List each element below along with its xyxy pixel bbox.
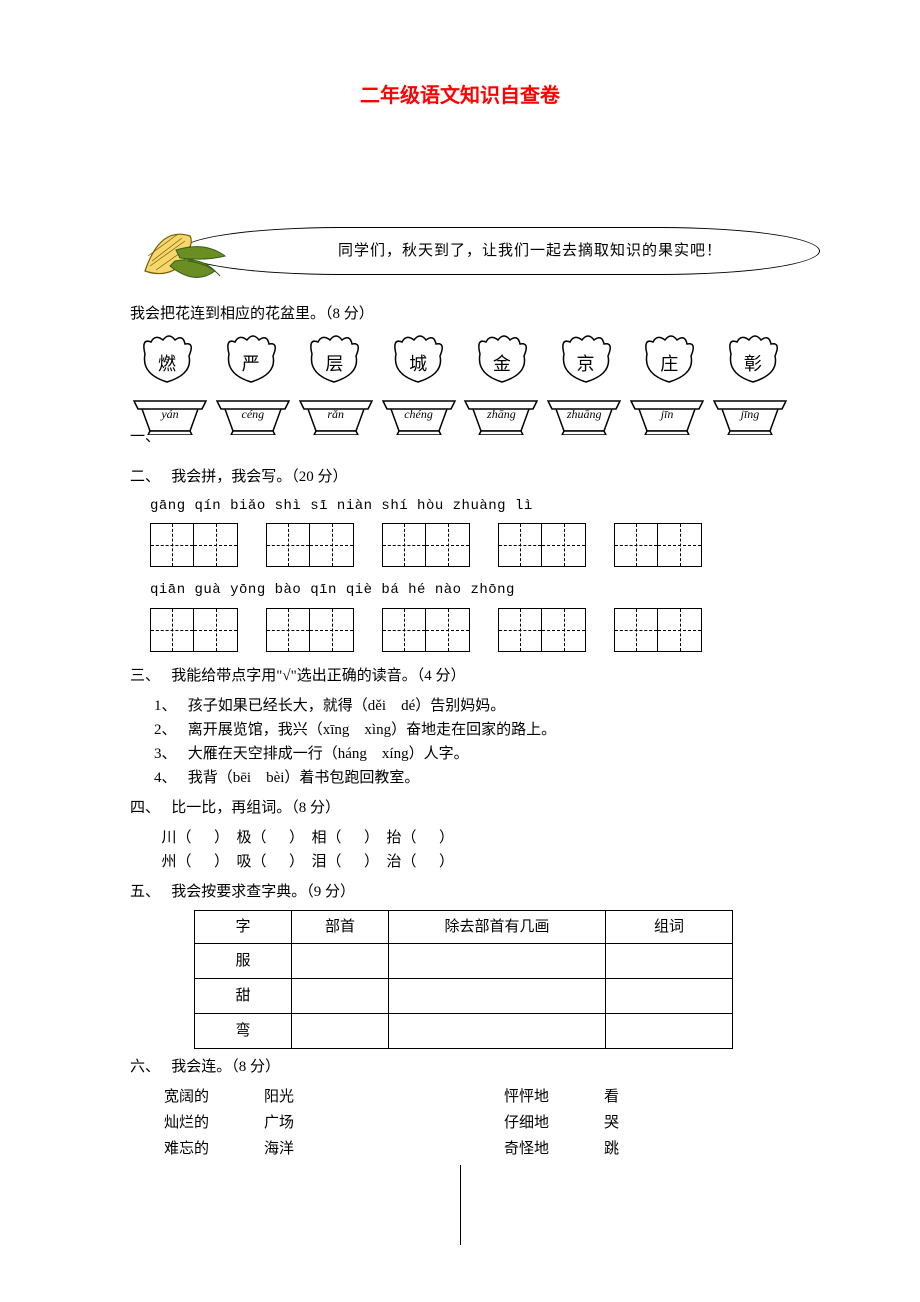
writing-box [498,608,542,652]
flower-char: 彰 [718,350,788,379]
writing-box [382,523,426,567]
flower-char: 层 [299,350,369,379]
table-row: 弯 [195,1013,733,1048]
q6-word: 灿烂的 [164,1111,264,1135]
flower-char: 燃 [132,350,202,379]
writing-box [150,608,194,652]
cell-empty [389,978,606,1013]
writing-box [614,523,658,567]
cell-char: 甜 [195,978,292,1013]
cell-empty [606,1013,733,1048]
q2-boxes-2 [150,608,790,652]
pot-pinyin: zhāng [463,405,539,424]
writing-box [426,608,470,652]
q4-row: 川（ ） 极（ ） 相（ ） 抬（ ） [154,826,790,850]
pot-pinyin: chéng [381,405,457,424]
col-word: 组词 [606,910,733,943]
writing-box [266,608,310,652]
q2-heading: 二、 我会拼，我会写。（20 分） [130,465,790,489]
q5-table: 字 部首 除去部首有几画 组词 服 甜 弯 [194,910,733,1049]
writing-box [658,523,702,567]
q6-word: 仔细地 [504,1111,604,1135]
banner-ellipse: 同学们，秋天到了，让我们一起去摘取知识的果实吧！ [180,227,820,275]
writing-box [310,523,354,567]
banner: 同学们，秋天到了，让我们一起去摘取知识的果实吧！ [130,222,790,282]
banner-text: 同学们，秋天到了，让我们一起去摘取知识的果实吧！ [338,239,722,263]
corn-icon [140,216,230,286]
q1-marker: 一、 [130,425,790,449]
q6-word: 奇怪地 [504,1137,604,1161]
q1-prompt: 我会把花连到相应的花盆里。（8 分） [130,302,790,326]
cell-empty [292,943,389,978]
page-title: 二年级语文知识自查卷 [130,80,790,112]
pot-pinyin: yán [132,405,208,424]
q6-word: 宽阔的 [164,1085,264,1109]
writing-box [382,608,426,652]
q6-word: 看 [604,1085,664,1109]
col-strokes: 除去部首有几画 [389,910,606,943]
col-radical: 部首 [292,910,389,943]
writing-box [194,523,238,567]
q3-item: 1、 孩子如果已经长大，就得（děi dé）告别妈妈。 [154,694,790,718]
q6-word: 怦怦地 [504,1085,604,1109]
pot-pinyin: jīng [712,405,788,424]
flower-char: 城 [383,350,453,379]
cell-empty [292,978,389,1013]
pot-pinyin: céng [215,405,291,424]
q2-pinyin-1: gāng qín biǎo shì sī niàn shí hòu zhuàng… [150,495,790,517]
flower-char: 严 [216,350,286,379]
writing-box [614,608,658,652]
q6-heading: 六、 我会连。（8 分） [130,1055,790,1079]
q2-boxes-1 [150,523,790,567]
writing-box [426,523,470,567]
q4-heading: 四、 比一比，再组词。（8 分） [130,796,790,820]
page-divider-line [460,1165,461,1245]
cell-char: 弯 [195,1013,292,1048]
q6-word: 广场 [264,1111,364,1135]
cell-empty [389,1013,606,1048]
pot-pinyin: jīn [629,405,705,424]
q3-item: 4、 我背（bēi bèi）着书包跑回教室。 [154,766,790,790]
q3-heading: 三、 我能给带点字用"√"选出正确的读音。（4 分） [130,664,790,688]
q6-word: 哭 [604,1111,664,1135]
table-header-row: 字 部首 除去部首有几画 组词 [195,910,733,943]
q2-pinyin-2: qiān guà yōng bào qīn qiè bá hé nào zhōn… [150,579,790,601]
q6-word: 难忘的 [164,1137,264,1161]
pot-pinyin: zhuāng [546,405,622,424]
writing-box [266,523,310,567]
q6-grid: 宽阔的 阳光 怦怦地 看 灿烂的 广场 仔细地 哭 难忘的 海洋 奇怪地 跳 [164,1085,790,1161]
q3-item: 3、 大雁在天空排成一行（háng xíng）人字。 [154,742,790,766]
cell-empty [292,1013,389,1048]
writing-box [194,608,238,652]
cell-empty [606,943,733,978]
writing-box [498,523,542,567]
cell-empty [606,978,733,1013]
table-row: 甜 [195,978,733,1013]
writing-box [150,523,194,567]
pot-pinyin: rǎn [298,405,374,424]
cell-empty [389,943,606,978]
q5-heading: 五、 我会按要求查字典。（9 分） [130,880,790,904]
writing-box [542,523,586,567]
flower-char: 金 [467,350,537,379]
writing-box [310,608,354,652]
q4-row: 州（ ） 吸（ ） 泪（ ） 治（ ） [154,850,790,874]
q6-word: 海洋 [264,1137,364,1161]
table-row: 服 [195,943,733,978]
flower-char: 京 [551,350,621,379]
writing-box [658,608,702,652]
col-char: 字 [195,910,292,943]
cell-char: 服 [195,943,292,978]
writing-box [542,608,586,652]
q3-item: 2、 离开展览馆，我兴（xīng xìng）奋地走在回家的路上。 [154,718,790,742]
q6-word: 跳 [604,1137,664,1161]
q6-word: 阳光 [264,1085,364,1109]
flower-char: 庄 [634,350,704,379]
